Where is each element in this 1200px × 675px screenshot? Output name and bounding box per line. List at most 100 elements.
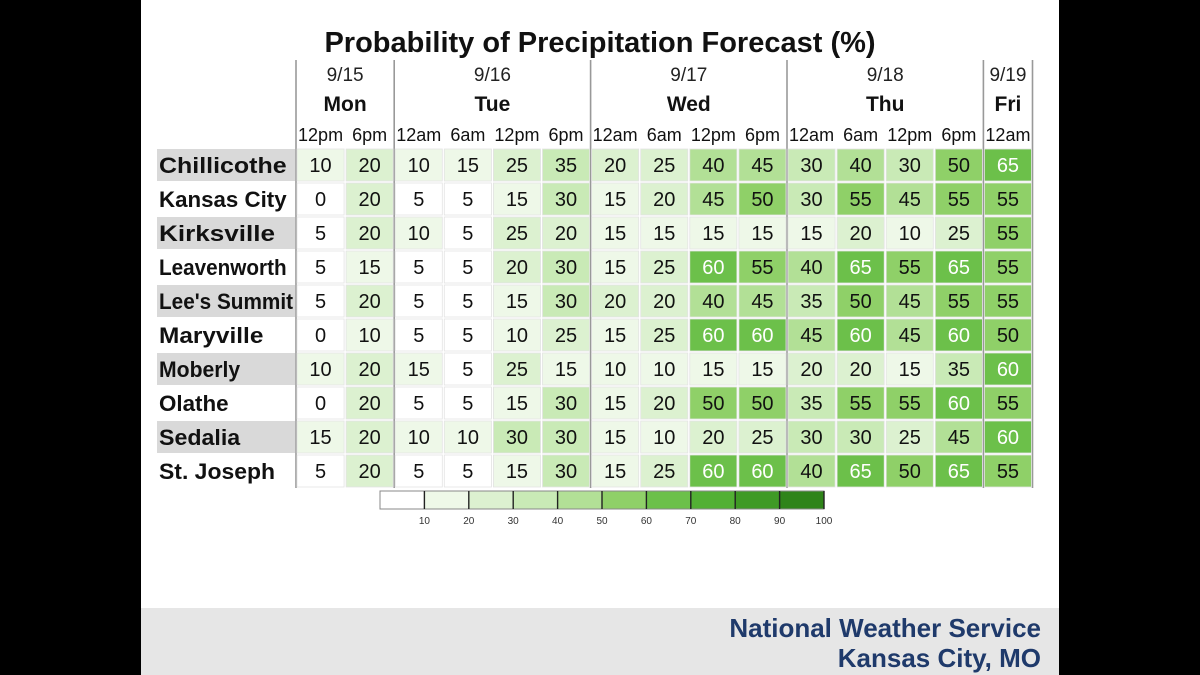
pop-cell — [934, 182, 983, 216]
pop-value: 15 — [702, 223, 724, 245]
day-name-label: Wed — [667, 93, 711, 116]
pop-cell — [591, 284, 640, 318]
row-label: St. Joseph — [159, 459, 275, 484]
footer-agency-name: National Weather Service — [729, 613, 1041, 643]
pop-value: 15 — [604, 189, 626, 211]
pop-cell — [689, 420, 738, 454]
pop-cell — [394, 250, 443, 284]
pop-value: 20 — [653, 291, 675, 313]
pop-cell — [492, 420, 541, 454]
pop-value: 5 — [462, 257, 473, 279]
pop-cell — [787, 148, 836, 182]
pop-value: 15 — [604, 257, 626, 279]
pop-value: 20 — [604, 291, 626, 313]
pop-value: 5 — [315, 223, 326, 245]
time-label: 6pm — [941, 125, 976, 145]
pop-value: 5 — [462, 461, 473, 483]
pop-value: 60 — [997, 427, 1019, 449]
pop-cell — [591, 352, 640, 386]
pop-cell — [542, 148, 590, 182]
table-row: Kirksville 5 20 10 5 25 20 15 15 15 15 15 20 10 25 55 — [157, 216, 1032, 250]
pop-cell — [787, 284, 836, 318]
pop-value: 65 — [850, 461, 872, 483]
pop-value: 25 — [555, 325, 577, 347]
pop-value: 65 — [948, 461, 970, 483]
pop-cell — [787, 386, 836, 420]
pop-cell — [542, 386, 590, 420]
pop-cell — [640, 454, 689, 488]
pop-value: 55 — [997, 291, 1019, 313]
pop-cell — [787, 352, 836, 386]
pop-value: 45 — [899, 291, 921, 313]
pop-cell — [934, 420, 983, 454]
pop-value: 15 — [506, 189, 528, 211]
pop-cell — [542, 250, 590, 284]
pop-cell — [443, 352, 492, 386]
pop-cell — [984, 148, 1032, 182]
pop-value: 30 — [555, 257, 577, 279]
table-row: Kansas City 0 20 5 5 15 30 15 20 45 50 30 55 45 55 55 — [159, 182, 1032, 216]
pop-value: 40 — [702, 291, 724, 313]
pop-cell — [787, 318, 836, 352]
pop-cell — [591, 182, 640, 216]
pop-value: 35 — [948, 359, 970, 381]
pop-cell — [689, 216, 738, 250]
pop-value: 20 — [850, 223, 872, 245]
pop-value: 15 — [653, 223, 675, 245]
pop-cell — [787, 250, 836, 284]
pop-cell — [542, 284, 590, 318]
pop-value: 25 — [653, 155, 675, 177]
table-row: Maryville 0 10 5 5 10 25 15 25 60 60 45 60 45 60 50 — [159, 318, 1032, 352]
pop-value: 20 — [359, 155, 381, 177]
pop-cell — [689, 352, 738, 386]
pop-value: 5 — [462, 359, 473, 381]
time-label: 6am — [647, 125, 682, 145]
legend-swatch — [379, 490, 425, 510]
pop-value: 45 — [800, 325, 822, 347]
table-row: Moberly 10 20 15 5 25 15 10 10 15 15 20 20 15 35 60 — [157, 352, 1032, 386]
pop-cell — [934, 352, 983, 386]
table-row: Lee's Summit 5 20 5 5 15 30 20 20 40 45 35 50 45 55 55 — [157, 284, 1032, 318]
pop-cell — [934, 318, 983, 352]
pop-value: 25 — [751, 427, 773, 449]
pop-cell — [443, 216, 492, 250]
pop-value: 30 — [555, 189, 577, 211]
pop-value: 55 — [850, 189, 872, 211]
legend-tick-label: 40 — [552, 516, 564, 527]
pop-cell — [689, 250, 738, 284]
pop-cell — [984, 250, 1032, 284]
pop-cell — [836, 250, 885, 284]
pop-cell — [345, 148, 394, 182]
table-row: St. Joseph 5 20 5 5 15 30 15 25 60 60 40 65 50 65 55 — [159, 454, 1032, 488]
pop-value: 60 — [702, 257, 724, 279]
pop-value: 10 — [653, 359, 675, 381]
pop-cell — [345, 352, 394, 386]
pop-value: 20 — [359, 291, 381, 313]
table-row: Sedalia 15 20 10 10 30 30 15 10 20 25 30 30 25 45 60 — [157, 420, 1032, 454]
pop-cell — [345, 284, 394, 318]
pop-value: 10 — [604, 359, 626, 381]
legend-swatch — [646, 490, 692, 510]
pop-cell — [542, 352, 590, 386]
pop-cell — [738, 148, 787, 182]
pop-value: 10 — [359, 325, 381, 347]
pop-cell — [885, 182, 934, 216]
pop-value: 20 — [359, 393, 381, 415]
time-label: 6am — [843, 125, 878, 145]
pop-cell — [934, 386, 983, 420]
pop-value: 10 — [408, 223, 430, 245]
pop-cell — [836, 386, 885, 420]
pop-value: 30 — [899, 155, 921, 177]
pop-value: 15 — [702, 359, 724, 381]
time-label: 12pm — [691, 125, 736, 145]
pop-value: 0 — [315, 393, 326, 415]
pop-value: 55 — [997, 223, 1019, 245]
pop-value: 30 — [800, 189, 822, 211]
pop-value: 15 — [309, 427, 331, 449]
pop-cell — [394, 318, 443, 352]
pop-cell — [443, 318, 492, 352]
row-label: Kansas City — [159, 187, 287, 212]
pop-cell — [934, 284, 983, 318]
pop-value: 50 — [899, 461, 921, 483]
pop-cell — [492, 182, 541, 216]
